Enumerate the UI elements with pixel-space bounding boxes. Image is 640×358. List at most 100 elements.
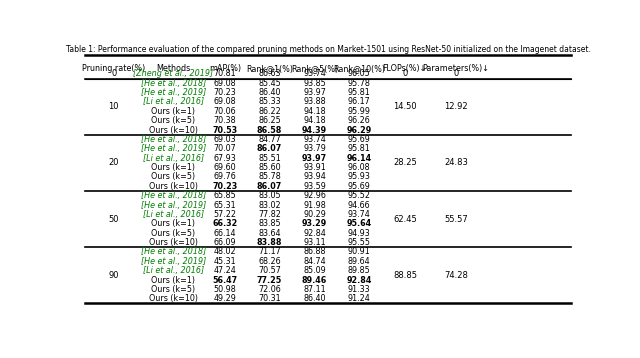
Text: 71.17: 71.17	[258, 247, 281, 256]
Text: [He et al., 2019]: [He et al., 2019]	[141, 144, 206, 153]
Text: 47.24: 47.24	[214, 266, 236, 275]
Text: 90: 90	[108, 271, 119, 280]
Text: 85.60: 85.60	[258, 163, 281, 172]
Text: 95.99: 95.99	[348, 107, 371, 116]
Text: Ours (k=1): Ours (k=1)	[151, 163, 195, 172]
Text: 96.05: 96.05	[348, 69, 371, 78]
Text: 93.97: 93.97	[303, 88, 326, 97]
Text: mAP(%): mAP(%)	[209, 64, 241, 73]
Text: 89.85: 89.85	[348, 266, 371, 275]
Text: 95.55: 95.55	[348, 238, 371, 247]
Text: 70.23: 70.23	[214, 88, 236, 97]
Text: 65.85: 65.85	[214, 191, 236, 200]
Text: 94.18: 94.18	[303, 116, 326, 125]
Text: 66.32: 66.32	[212, 219, 237, 228]
Text: 85.33: 85.33	[258, 97, 281, 106]
Text: 0: 0	[453, 69, 459, 78]
Text: 93.94: 93.94	[303, 173, 326, 182]
Text: 24.83: 24.83	[444, 158, 468, 168]
Text: 94.18: 94.18	[303, 107, 326, 116]
Text: 77.25: 77.25	[257, 276, 282, 285]
Text: 66.09: 66.09	[214, 238, 236, 247]
Text: 74.28: 74.28	[444, 271, 468, 280]
Text: 69.08: 69.08	[214, 97, 236, 106]
Text: 69.08: 69.08	[214, 79, 236, 88]
Text: 50: 50	[108, 214, 119, 224]
Text: 93.79: 93.79	[303, 144, 326, 153]
Text: [Zheng et al., 2019]: [Zheng et al., 2019]	[133, 69, 213, 78]
Text: 0: 0	[111, 69, 116, 78]
Text: 70.23: 70.23	[212, 182, 237, 191]
Text: 91.24: 91.24	[348, 294, 371, 303]
Text: 93.74: 93.74	[303, 135, 326, 144]
Text: 28.25: 28.25	[393, 158, 417, 168]
Text: 85.45: 85.45	[258, 79, 281, 88]
Text: 86.07: 86.07	[257, 182, 282, 191]
Text: 70.81: 70.81	[214, 69, 236, 78]
Text: 93.11: 93.11	[303, 238, 326, 247]
Text: [He et al., 2018]: [He et al., 2018]	[141, 135, 206, 144]
Text: 93.85: 93.85	[303, 79, 326, 88]
Text: 86.07: 86.07	[257, 144, 282, 153]
Text: Ours (k=10): Ours (k=10)	[148, 126, 198, 135]
Text: 96.17: 96.17	[348, 97, 371, 106]
Text: Ours (k=5): Ours (k=5)	[151, 116, 195, 125]
Text: 89.46: 89.46	[302, 276, 327, 285]
Text: 55.57: 55.57	[444, 214, 468, 224]
Text: 68.26: 68.26	[258, 257, 281, 266]
Text: 85.51: 85.51	[258, 154, 281, 163]
Text: 70.57: 70.57	[258, 266, 281, 275]
Text: Ours (k=5): Ours (k=5)	[151, 173, 195, 182]
Text: 77.82: 77.82	[258, 210, 281, 219]
Text: Ours (k=1): Ours (k=1)	[151, 107, 195, 116]
Text: Methods: Methods	[156, 64, 190, 73]
Text: 83.88: 83.88	[257, 238, 282, 247]
Text: 20: 20	[108, 158, 119, 168]
Text: [He et al., 2019]: [He et al., 2019]	[141, 200, 206, 209]
Text: Ours (k=10): Ours (k=10)	[148, 182, 198, 191]
Text: 69.60: 69.60	[214, 163, 236, 172]
Text: 14.50: 14.50	[393, 102, 417, 111]
Text: 67.93: 67.93	[214, 154, 236, 163]
Text: 95.78: 95.78	[348, 79, 371, 88]
Text: 93.59: 93.59	[303, 182, 326, 191]
Text: 95.69: 95.69	[348, 182, 371, 191]
Text: Ours (k=10): Ours (k=10)	[148, 294, 198, 303]
Text: Ours (k=1): Ours (k=1)	[151, 276, 195, 285]
Text: 95.93: 95.93	[348, 173, 371, 182]
Text: 96.14: 96.14	[347, 154, 372, 163]
Text: 45.31: 45.31	[214, 257, 236, 266]
Text: 95.69: 95.69	[348, 135, 371, 144]
Text: 92.84: 92.84	[347, 276, 372, 285]
Text: 83.85: 83.85	[258, 219, 281, 228]
Text: 86.40: 86.40	[258, 88, 281, 97]
Text: 85.78: 85.78	[258, 173, 281, 182]
Text: 69.03: 69.03	[214, 135, 236, 144]
Text: 83.05: 83.05	[258, 191, 281, 200]
Text: 86.63: 86.63	[258, 69, 281, 78]
Text: Rank@5(%): Rank@5(%)	[291, 64, 338, 73]
Text: 56.47: 56.47	[212, 276, 237, 285]
Text: [Li et al., 2016]: [Li et al., 2016]	[143, 97, 204, 106]
Text: 86.22: 86.22	[258, 107, 281, 116]
Text: 85.09: 85.09	[303, 266, 326, 275]
Text: 0: 0	[403, 69, 408, 78]
Text: [Li et al., 2016]: [Li et al., 2016]	[143, 154, 204, 163]
Text: 94.39: 94.39	[302, 126, 327, 135]
Text: 90.91: 90.91	[348, 247, 371, 256]
Text: 83.02: 83.02	[258, 200, 281, 209]
Text: 83.64: 83.64	[258, 229, 281, 238]
Text: Ours (k=1): Ours (k=1)	[151, 219, 195, 228]
Text: 84.77: 84.77	[258, 135, 281, 144]
Text: 96.29: 96.29	[347, 126, 372, 135]
Text: 88.85: 88.85	[393, 271, 417, 280]
Text: 70.07: 70.07	[214, 144, 236, 153]
Text: 96.08: 96.08	[348, 163, 371, 172]
Text: Ours (k=5): Ours (k=5)	[151, 285, 195, 294]
Text: Parameters(%)↓: Parameters(%)↓	[422, 64, 490, 73]
Text: FLOPs(%)↓: FLOPs(%)↓	[383, 64, 427, 73]
Text: 70.53: 70.53	[212, 126, 237, 135]
Text: Ours (k=10): Ours (k=10)	[148, 238, 198, 247]
Text: 72.06: 72.06	[258, 285, 281, 294]
Text: 86.40: 86.40	[303, 294, 326, 303]
